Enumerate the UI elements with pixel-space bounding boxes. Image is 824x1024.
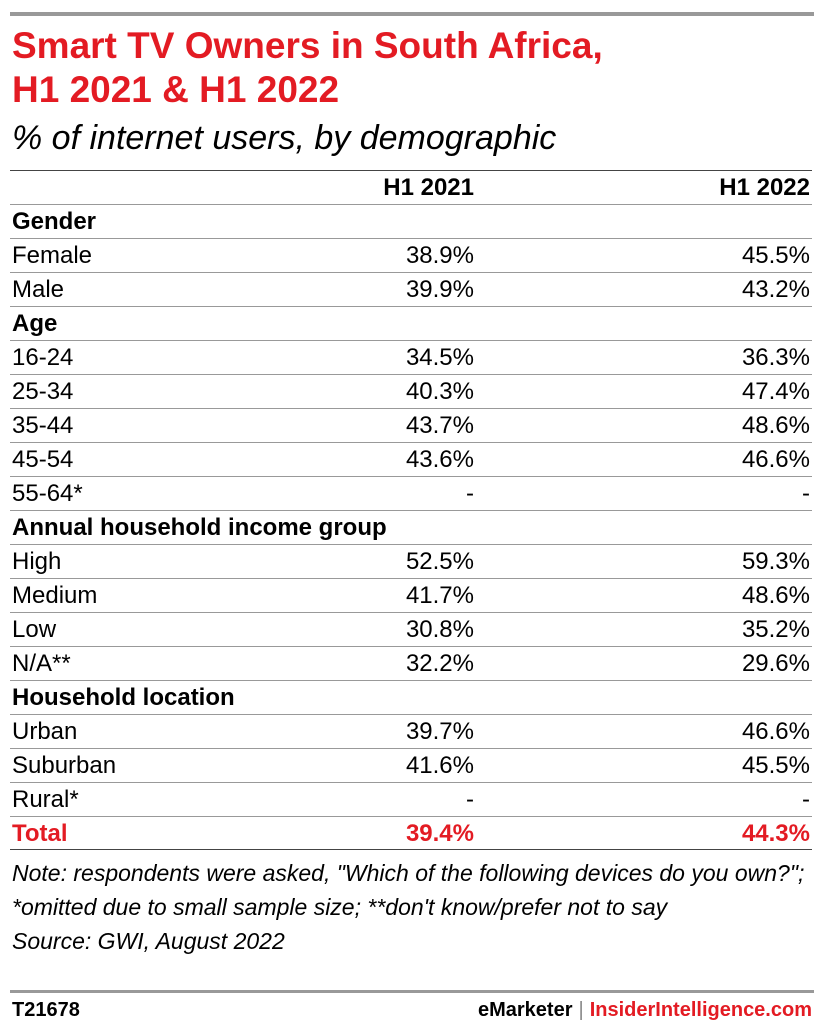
value-h1-2022: 45.5% (741, 242, 810, 269)
chart-subtitle: % of internet users, by demographic (12, 119, 557, 157)
table-row: Rural* - - (10, 782, 812, 816)
value-h1-2021: 30.8% (405, 616, 474, 643)
value-h1-2022: 59.3% (741, 548, 810, 575)
value-h1-2021: 43.6% (405, 446, 474, 473)
value-h1-2021: 40.3% (405, 378, 474, 405)
row-label: N/A** (12, 650, 71, 677)
value-h1-2022: 29.6% (741, 650, 810, 677)
value-h1-2021: 39.7% (405, 718, 474, 745)
row-label: Rural* (12, 786, 79, 813)
note-text: Note: respondents were asked, "Which of … (12, 860, 805, 920)
value-h1-2021: 38.9% (405, 242, 474, 269)
chart-title: Smart TV Owners in South Africa, H1 2021… (12, 24, 812, 112)
value-h1-2022: 36.3% (741, 344, 810, 371)
row-label: Gender (12, 208, 97, 235)
table-group-row: Age (10, 306, 812, 340)
table-row: 25-34 40.3% 47.4% (10, 374, 812, 408)
table-group-row: Gender (10, 204, 812, 238)
brand-insider-intelligence: InsiderIntelligence.com (589, 999, 812, 1021)
value-h1-2021: - (466, 480, 474, 507)
value-h1-2022: 47.4% (741, 378, 810, 405)
header-h1-2022: H1 2022 (719, 174, 810, 201)
row-label: 35-44 (12, 412, 74, 439)
value-h1-2022: 45.5% (741, 752, 810, 779)
value-h1-2022: 43.2% (741, 276, 810, 303)
row-label: Low (12, 616, 57, 643)
table-row: 45-54 43.6% 46.6% (10, 442, 812, 476)
row-label: 45-54 (12, 446, 74, 473)
table-row: Low 30.8% 35.2% (10, 612, 812, 646)
row-label: 16-24 (12, 344, 74, 371)
row-label: Male (12, 276, 65, 303)
row-label: Household location (12, 684, 235, 711)
value-h1-2022: - (802, 786, 810, 813)
chart-note: Note: respondents were asked, "Which of … (12, 856, 812, 958)
value-h1-2021: 43.7% (405, 412, 474, 439)
table-group-row: Household location (10, 680, 812, 714)
value-h1-2022: - (802, 480, 810, 507)
row-label: Female (12, 242, 93, 269)
value-h1-2021: - (466, 786, 474, 813)
row-label: Annual household income group (12, 514, 387, 541)
row-label: 25-34 (12, 378, 74, 405)
row-label: Suburban (12, 752, 117, 779)
table-row: Male 39.9% 43.2% (10, 272, 812, 306)
value-h1-2022: 35.2% (741, 616, 810, 643)
table-row: Female 38.9% 45.5% (10, 238, 812, 272)
table-total-row: Total 39.4% 44.3% (10, 816, 812, 850)
table-row: 55-64* - - (10, 476, 812, 510)
brand-emarketer: eMarketer (477, 999, 573, 1021)
table-row: Medium 41.7% 48.6% (10, 578, 812, 612)
value-h1-2022: 46.6% (741, 718, 810, 745)
row-label: 55-64* (12, 480, 83, 507)
value-h1-2022: 44.3% (741, 820, 810, 847)
value-h1-2022: 46.6% (741, 446, 810, 473)
row-label: High (12, 548, 62, 575)
value-h1-2021: 52.5% (405, 548, 474, 575)
title-line-2: H1 2021 & H1 2022 (12, 69, 340, 110)
row-label: Urban (12, 718, 78, 745)
table-row: Suburban 41.6% 45.5% (10, 748, 812, 782)
table-row: 16-24 34.5% 36.3% (10, 340, 812, 374)
table-header-row: H1 2021 H1 2022 (10, 170, 812, 204)
row-label: Total (12, 820, 68, 847)
value-h1-2021: 39.4% (405, 820, 474, 847)
title-line-1: Smart TV Owners in South Africa, (12, 25, 603, 66)
header-h1-2021: H1 2021 (383, 174, 474, 201)
row-label: Age (12, 310, 58, 337)
brand-separator: | (578, 999, 584, 1021)
value-h1-2021: 41.7% (405, 582, 474, 609)
table-row: 35-44 43.7% 48.6% (10, 408, 812, 442)
data-table: H1 2021 H1 2022 Gender Female 38.9% 45.5% Ma… (10, 170, 812, 850)
row-label: Medium (12, 582, 98, 609)
table-row: High 52.5% 59.3% (10, 544, 812, 578)
table-row: Urban 39.7% 46.6% (10, 714, 812, 748)
footer-chart-id: T21678 (12, 999, 80, 1021)
table-group-row: Annual household income group (10, 510, 812, 544)
table-row: N/A** 32.2% 29.6% (10, 646, 812, 680)
value-h1-2021: 41.6% (405, 752, 474, 779)
value-h1-2021: 39.9% (405, 276, 474, 303)
value-h1-2022: 48.6% (741, 582, 810, 609)
source-text: Source: GWI, August 2022 (12, 928, 285, 954)
footer-brand: eMarketer | InsiderIntelligence.com (478, 998, 812, 1022)
value-h1-2022: 48.6% (741, 412, 810, 439)
top-rule (10, 12, 814, 16)
value-h1-2021: 32.2% (405, 650, 474, 677)
bottom-rule (10, 990, 814, 993)
value-h1-2021: 34.5% (405, 344, 474, 371)
